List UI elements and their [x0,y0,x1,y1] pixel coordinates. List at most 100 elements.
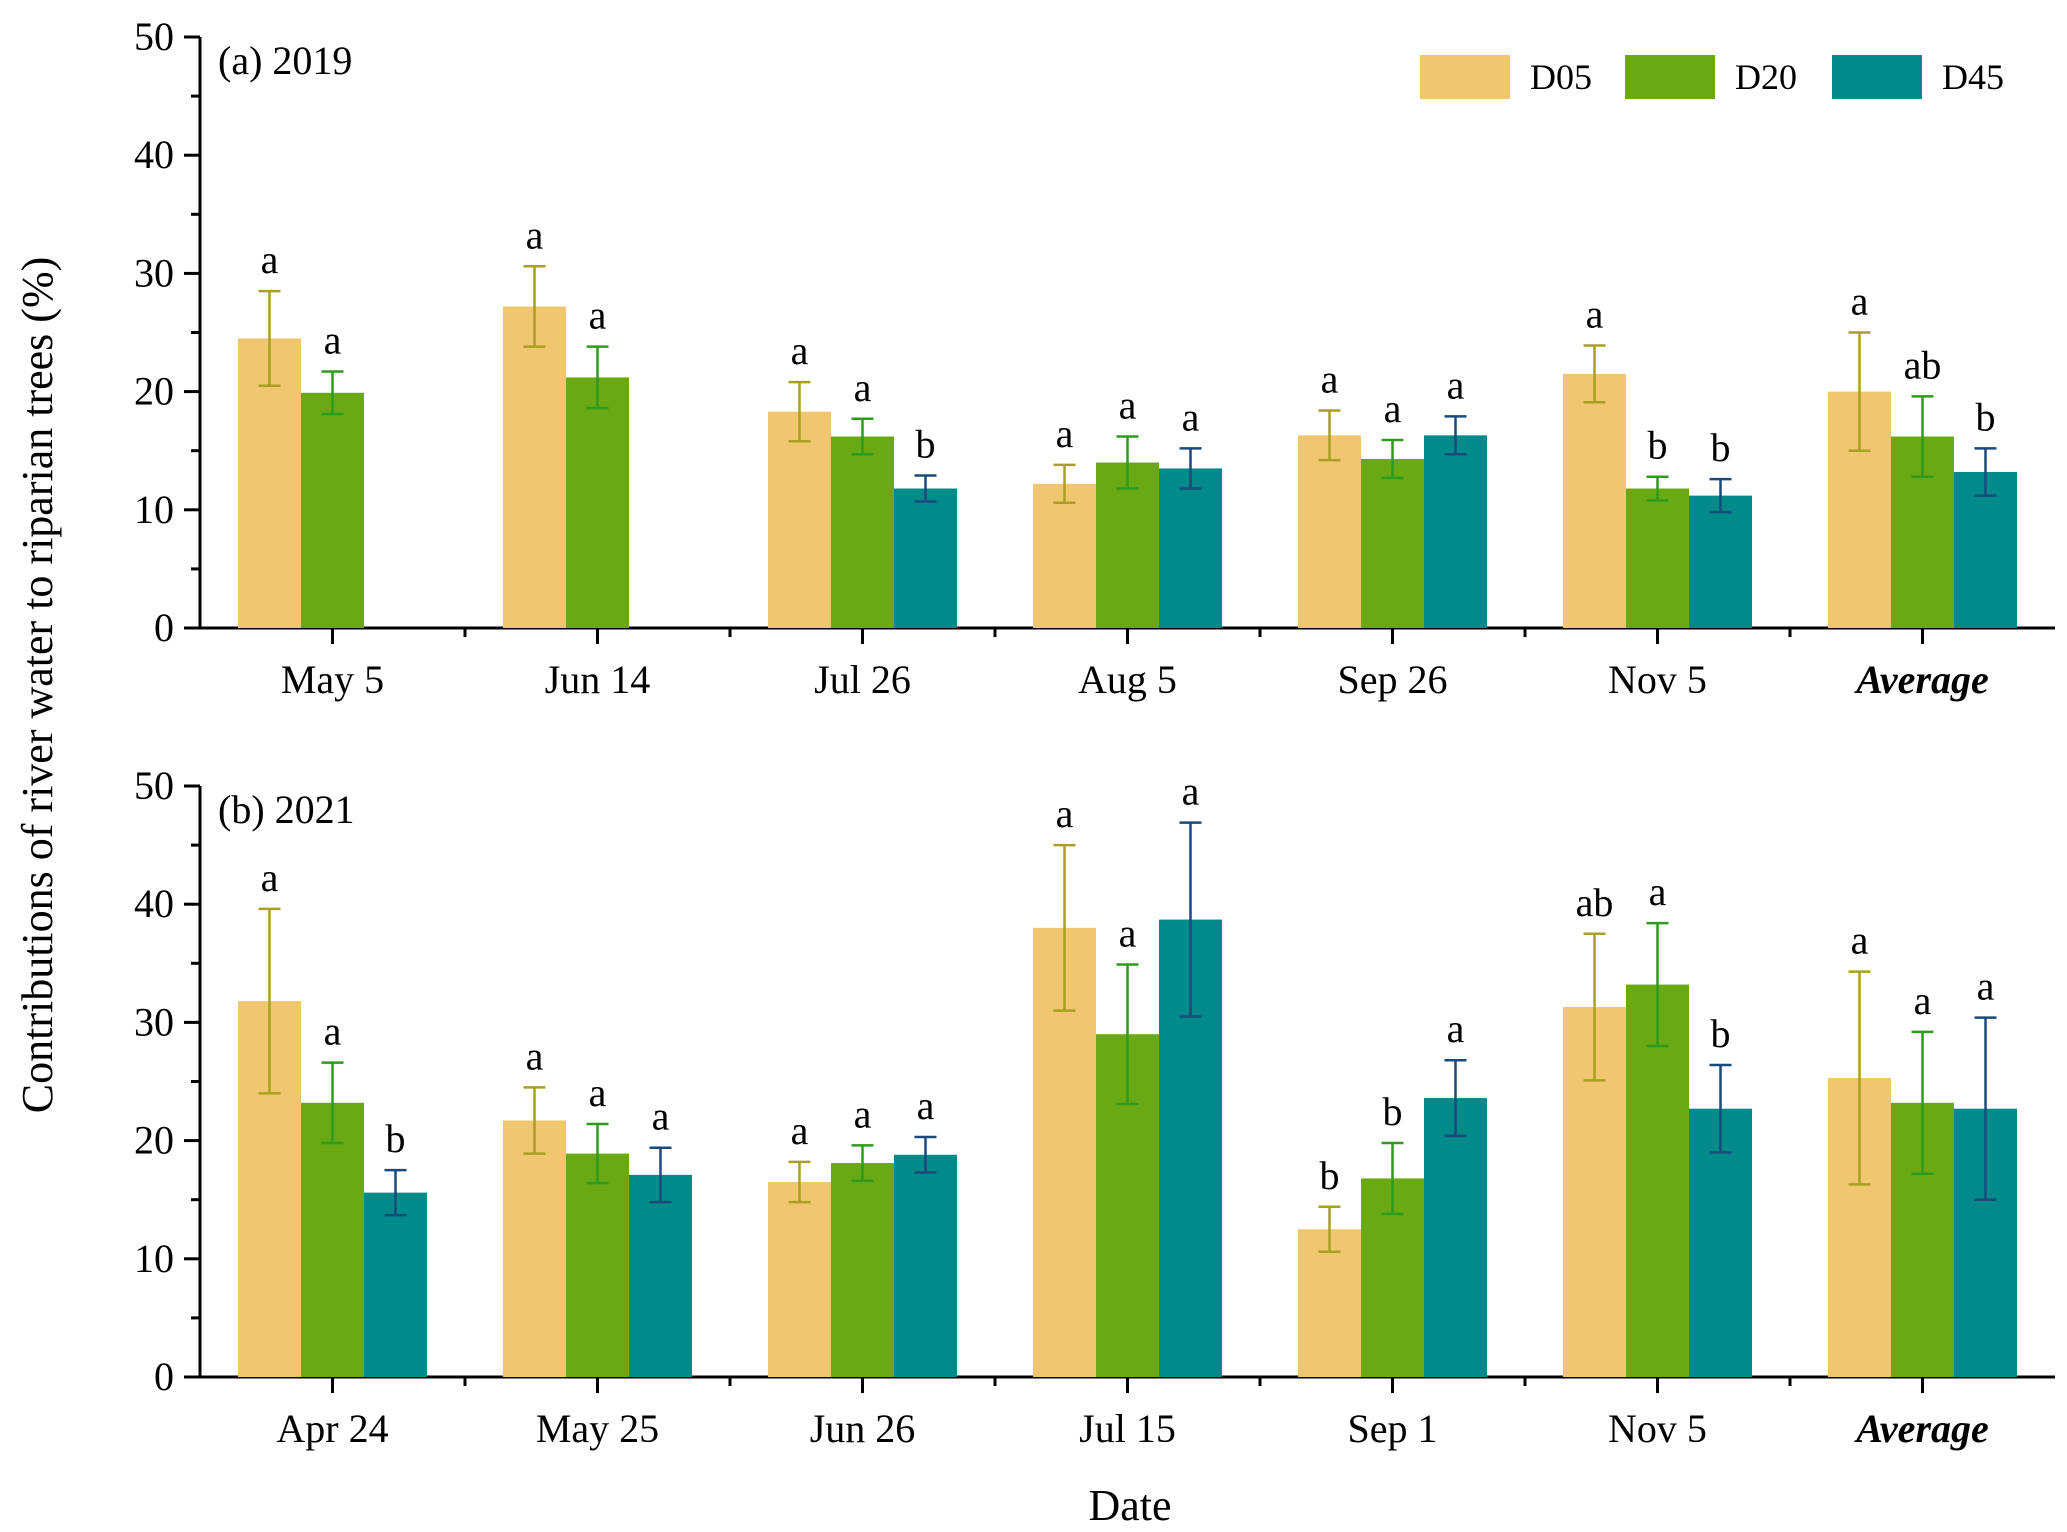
x-tick-label: Average [1853,657,1989,702]
significance-label: a [261,237,279,282]
x-tick-label: Jul 26 [814,657,911,702]
x-tick-label: Sep 26 [1338,657,1448,702]
bar-d45 [894,488,957,628]
significance-label: a [589,1070,607,1115]
bar-d45 [1689,495,1752,628]
bar-d45 [894,1154,957,1377]
significance-label: a [1119,383,1137,428]
significance-label: a [589,293,607,338]
significance-label: ab [1576,880,1614,925]
bar-d45 [364,1192,427,1377]
significance-label: a [1851,279,1869,324]
significance-label: a [324,318,342,363]
bar-d05 [503,1120,566,1377]
significance-label: a [1977,964,1995,1009]
significance-label: a [1182,394,1200,439]
legend-item-d20: D20 [1625,55,1797,99]
significance-label: a [1649,869,1667,914]
bar-d20 [1096,462,1159,628]
bar-d20 [1626,984,1689,1377]
bar-d05 [768,411,831,628]
significance-label: a [1851,918,1869,963]
x-axis-title: Date [1088,1481,1171,1530]
significance-label: a [526,1033,544,1078]
y-tick-label: 40 [134,881,174,926]
legend-swatch [1420,55,1510,99]
significance-label: a [526,212,544,257]
legend-label: D05 [1530,57,1592,97]
y-tick-label: 20 [134,369,174,414]
legend-swatch [1832,55,1922,99]
significance-label: a [1182,769,1200,814]
significance-label: a [261,855,279,900]
bar-d05 [1563,373,1626,628]
bar-d20 [1361,458,1424,628]
bar-d45 [1424,435,1487,628]
bar-d20 [566,377,629,628]
legend-item-d05: D05 [1420,55,1592,99]
y-tick-label: 30 [134,250,174,295]
x-tick-label: Aug 5 [1078,657,1177,702]
legend-label: D45 [1942,57,2004,97]
bar-d45 [1424,1098,1487,1377]
bar-d20 [566,1153,629,1377]
significance-label: a [1447,1006,1465,1051]
y-tick-label: 50 [134,14,174,59]
significance-label: a [324,1009,342,1054]
bar-d05 [503,306,566,628]
y-tick-label: 0 [154,1354,174,1399]
bar-d05 [768,1181,831,1377]
x-tick-label: Average [1853,1406,1989,1451]
x-tick-label: Jun 14 [545,657,651,702]
significance-label: a [917,1083,935,1128]
significance-label: a [1056,411,1074,456]
significance-label: ab [1904,342,1942,387]
significance-label: b [1711,425,1731,470]
x-tick-label: May 5 [281,657,384,702]
x-tick-label: Jun 26 [810,1406,916,1451]
panel-title: (b) 2021 [218,787,355,832]
y-tick-label: 10 [134,487,174,532]
significance-label: b [386,1116,406,1161]
legend: D05 D20 D45 [1420,55,2004,99]
bar-d05 [1298,1229,1361,1377]
significance-label: b [1320,1153,1340,1198]
bar-d20 [1626,488,1689,628]
significance-label: a [1447,362,1465,407]
bar-d20 [301,1102,364,1377]
y-tick-label: 0 [154,605,174,650]
significance-label: b [1976,394,1996,439]
y-tick-label: 30 [134,999,174,1044]
significance-label: a [791,1108,809,1153]
x-tick-label: Nov 5 [1608,1406,1707,1451]
significance-label: a [1321,357,1339,402]
significance-label: a [1056,791,1074,836]
x-tick-label: May 25 [536,1406,659,1451]
significance-label: a [1119,910,1137,955]
significance-label: a [854,1091,872,1136]
bar-d45 [1954,471,2017,628]
x-tick-label: Sep 1 [1348,1406,1438,1451]
bar-d45 [1159,468,1222,628]
panel-title: (a) 2019 [218,38,352,83]
significance-label: a [1914,978,1932,1023]
significance-label: a [791,328,809,373]
significance-label: b [1711,1011,1731,1056]
significance-label: b [1648,423,1668,468]
legend-swatch [1625,55,1715,99]
x-tick-label: Jul 15 [1079,1406,1176,1451]
significance-label: b [1383,1089,1403,1134]
x-tick-label: Nov 5 [1608,657,1707,702]
y-tick-label: 20 [134,1118,174,1163]
x-tick-label: Apr 24 [276,1406,388,1451]
significance-label: a [1586,292,1604,337]
significance-label: b [916,422,936,467]
legend-label: D20 [1735,57,1797,97]
legend-item-d45: D45 [1832,55,2004,99]
bar-d20 [831,1163,894,1377]
significance-label: a [652,1094,670,1139]
